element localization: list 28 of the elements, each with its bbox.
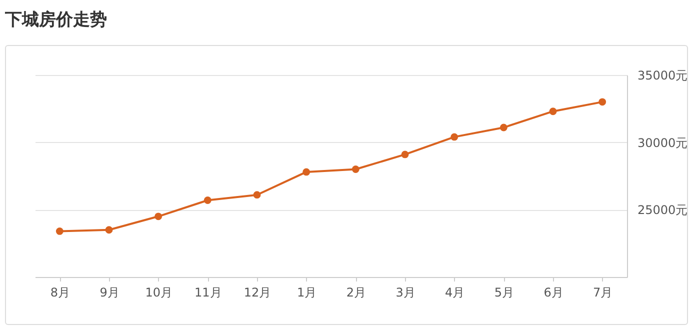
x-tick-label: 6月 [544, 286, 564, 300]
point [549, 108, 557, 116]
point [598, 98, 606, 106]
point [500, 124, 508, 132]
chart-title: 下城房价走势 [4, 10, 107, 30]
x-tick-label: 11月 [194, 286, 222, 300]
point [56, 228, 64, 235]
point [352, 166, 360, 173]
x-tick-label: 4月 [445, 286, 465, 300]
point [204, 196, 212, 204]
point [450, 133, 458, 141]
x-tick-label: 10月 [145, 286, 172, 300]
point [401, 150, 409, 158]
x-tick-label: 12月 [244, 286, 272, 300]
x-tick-label: 7月 [593, 286, 613, 300]
x-tick-label: 1月 [297, 286, 317, 300]
x-tick-label: 3月 [396, 286, 416, 300]
point [302, 168, 310, 176]
x-tick-label: 9月 [100, 286, 120, 300]
point [253, 191, 261, 199]
point [154, 212, 162, 220]
x-tick-label: 2月 [346, 286, 366, 300]
y-tick-label: 35000元 [638, 68, 688, 82]
x-tick-label: 8月 [50, 286, 70, 300]
y-tick-label: 30000元 [638, 136, 688, 150]
x-tick-label: 5月 [494, 286, 514, 300]
y-tick-label: 25000元 [638, 203, 688, 218]
point [105, 226, 113, 234]
